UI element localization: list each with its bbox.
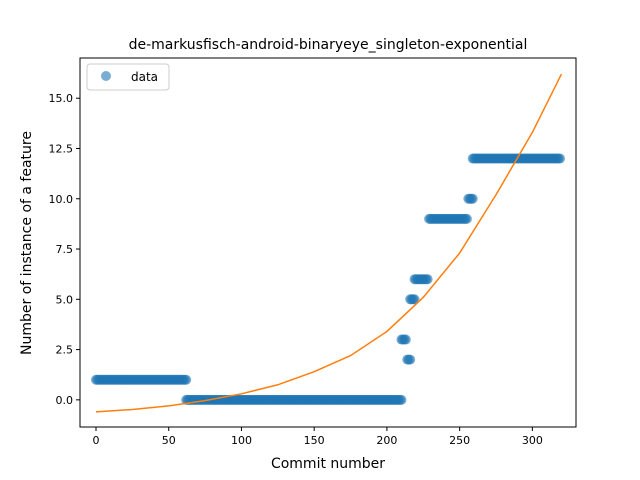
data-point (461, 213, 472, 224)
x-axis-label: Commit number (271, 456, 385, 472)
data-point (400, 334, 411, 345)
legend-marker-data (101, 71, 111, 81)
y-tick-label: 12.5 (49, 142, 74, 155)
x-axis-ticks: 0 50 100 150 200 250 300 (93, 427, 543, 447)
y-axis-ticks: 0.0 2.5 5.0 7.5 10.0 12.5 15.0 (49, 92, 80, 407)
chart-title: de-markusfisch-android-binaryeye_singlet… (129, 37, 528, 53)
x-tick-label: 200 (376, 434, 397, 447)
data-point (409, 294, 420, 305)
data-point (467, 193, 478, 204)
y-tick-label: 10.0 (49, 193, 74, 206)
legend-label-data: data (131, 70, 158, 84)
axes-frame (79, 57, 577, 428)
plot-data (91, 73, 565, 413)
data-point (405, 354, 416, 365)
y-tick-label: 2.5 (56, 344, 74, 357)
y-tick-label: 5.0 (56, 293, 74, 306)
x-tick-label: 100 (231, 434, 252, 447)
y-tick-label: 15.0 (49, 92, 74, 105)
x-tick-label: 50 (162, 434, 176, 447)
legend: data (86, 63, 170, 91)
data-point (555, 153, 565, 164)
y-tick-label: 7.5 (56, 243, 74, 256)
data-point (181, 374, 192, 385)
y-axis-label: Number of instance of a feature (19, 131, 35, 355)
x-tick-label: 0 (93, 434, 100, 447)
fit-curve (95, 73, 563, 413)
x-tick-label: 150 (304, 434, 325, 447)
legend-box (86, 63, 170, 91)
y-tick-label: 0.0 (56, 394, 74, 407)
data-point (396, 394, 407, 405)
x-tick-label: 250 (449, 434, 470, 447)
data-point (422, 274, 433, 285)
x-tick-label: 300 (522, 434, 543, 447)
